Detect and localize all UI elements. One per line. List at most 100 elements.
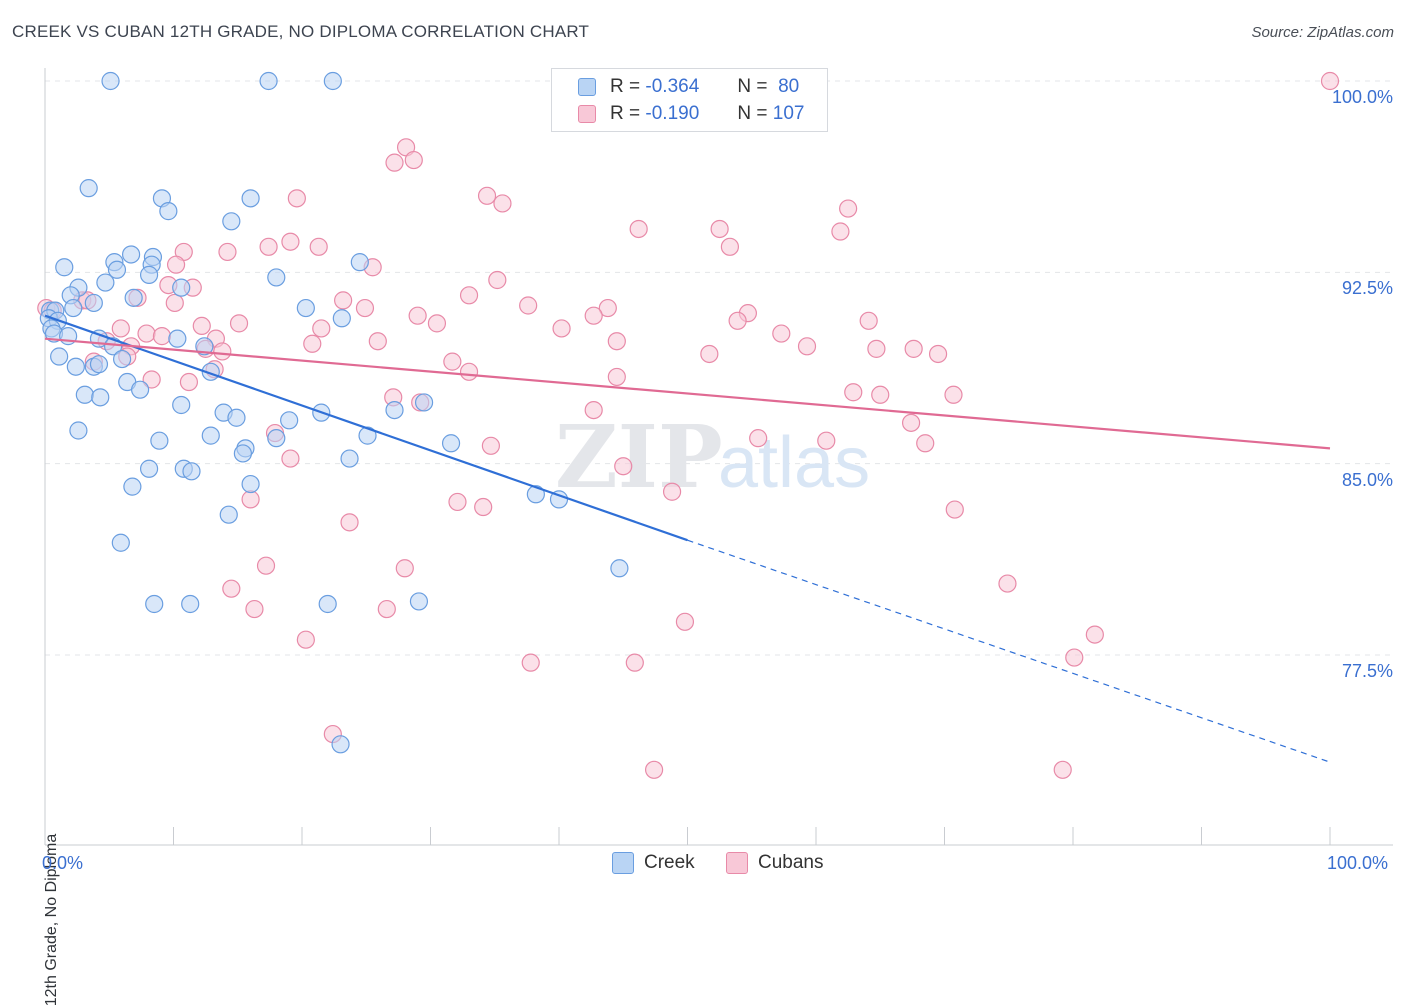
creek-point bbox=[267, 429, 286, 448]
watermark-atlas: atlas bbox=[718, 423, 870, 503]
creek-point bbox=[111, 533, 130, 552]
creek-point bbox=[168, 329, 187, 348]
cubans-point bbox=[256, 556, 276, 575]
cubans-point bbox=[309, 237, 328, 256]
cubans-point bbox=[493, 194, 512, 213]
creek-point bbox=[182, 462, 201, 481]
cubans-point bbox=[303, 334, 322, 353]
axes bbox=[44, 68, 1393, 846]
y-tick-label: 100.0% bbox=[1331, 87, 1393, 107]
cubans-point bbox=[241, 490, 260, 509]
creek-point bbox=[227, 408, 246, 427]
creek-point bbox=[89, 355, 109, 374]
cubans-swatch bbox=[578, 105, 596, 123]
cubans-point bbox=[222, 579, 241, 598]
cubans-point bbox=[552, 319, 571, 338]
cubans-point bbox=[519, 296, 538, 315]
y-tick-label: 85.0% bbox=[1341, 469, 1393, 490]
cubans-point bbox=[213, 342, 232, 361]
cubans-point bbox=[817, 431, 836, 450]
cubans-point bbox=[443, 352, 462, 371]
cubans-point bbox=[474, 497, 493, 517]
legend-creek-n: 80 bbox=[778, 76, 800, 97]
cubans-point bbox=[928, 344, 948, 364]
cubans-point bbox=[871, 385, 890, 404]
cubans-point bbox=[629, 219, 648, 239]
creek-point bbox=[296, 298, 315, 318]
cubans-point bbox=[312, 319, 331, 338]
cubans-point bbox=[772, 324, 791, 343]
creek-point bbox=[172, 395, 191, 415]
cubans-point bbox=[710, 219, 729, 239]
cubans-point bbox=[831, 222, 850, 241]
cubans-point bbox=[192, 316, 211, 336]
creek-point bbox=[340, 449, 359, 468]
legend-creek-r: -0.364 bbox=[645, 76, 700, 97]
legend-cubans-r: -0.190 bbox=[645, 103, 700, 124]
cubans-point bbox=[598, 298, 617, 318]
creek-point bbox=[332, 309, 351, 328]
chart-title: CREEK VS CUBAN 12TH GRADE, NO DIPLOMA CO… bbox=[12, 22, 590, 41]
legend-r-label: R = bbox=[610, 103, 641, 124]
creek-point bbox=[50, 347, 69, 366]
creek-point bbox=[69, 421, 88, 440]
creek-point bbox=[267, 268, 286, 287]
cubans-point bbox=[404, 150, 423, 170]
creek-points bbox=[39, 71, 629, 754]
cubans-point bbox=[287, 189, 306, 208]
cubans-point bbox=[245, 599, 264, 619]
creek-point bbox=[323, 71, 342, 91]
legend-n-label: N = bbox=[737, 76, 768, 97]
cubans-point bbox=[901, 413, 921, 432]
x-tick-label-max: 100.0% bbox=[1327, 853, 1389, 873]
creek-point bbox=[66, 357, 85, 376]
creek-point bbox=[159, 202, 178, 221]
creek-point bbox=[280, 411, 299, 430]
legend-item-creek[interactable]: Creek bbox=[612, 852, 695, 874]
creek-point bbox=[139, 265, 159, 284]
creek-point bbox=[241, 474, 260, 494]
creek-point bbox=[84, 293, 103, 313]
x-tick-label-min: 0.0% bbox=[42, 853, 84, 873]
watermark: ZIP atlas bbox=[555, 407, 870, 508]
creek-point bbox=[259, 71, 278, 91]
creek-point bbox=[350, 253, 369, 272]
creek-point bbox=[64, 298, 83, 318]
cubans-point bbox=[368, 332, 387, 351]
cubans-point bbox=[797, 337, 817, 356]
cubans-point bbox=[340, 513, 359, 532]
source-label: Source: ZipAtlas.com bbox=[1251, 24, 1394, 41]
creek-point bbox=[150, 431, 169, 450]
cubans-point bbox=[281, 449, 300, 468]
creek-point bbox=[121, 245, 141, 264]
legend-creek-label: Creek bbox=[644, 852, 695, 873]
creek-point bbox=[123, 477, 142, 496]
creek-point bbox=[55, 258, 74, 277]
y-tick-label: 92.5% bbox=[1341, 278, 1393, 299]
legend-row-creek: R = -0.364 N = 80 bbox=[552, 74, 799, 100]
creek-point bbox=[222, 212, 241, 231]
cubans-point bbox=[152, 327, 172, 346]
legend-item-cubans[interactable]: Cubans bbox=[726, 852, 824, 874]
creek-point bbox=[385, 400, 404, 420]
cubans-point bbox=[1320, 71, 1340, 91]
cubans-point bbox=[944, 385, 963, 404]
cubans-point bbox=[728, 311, 747, 330]
cubans-point bbox=[137, 324, 156, 343]
cubans-point bbox=[521, 653, 540, 672]
cubans-point bbox=[334, 291, 353, 310]
cubans-trend-line bbox=[44, 337, 1331, 450]
creek-point bbox=[112, 349, 132, 369]
creek-point bbox=[96, 273, 115, 292]
creek-point bbox=[130, 380, 150, 399]
creek-point bbox=[441, 434, 461, 453]
legend-row-cubans: R = -0.190 N = 107 bbox=[552, 101, 804, 127]
creek-point bbox=[172, 278, 191, 297]
gridlines bbox=[45, 80, 1395, 656]
cubans-point bbox=[1053, 760, 1072, 779]
cubans-point bbox=[675, 612, 695, 631]
creek-point bbox=[219, 505, 238, 524]
creek-point bbox=[79, 179, 98, 198]
cubans-point bbox=[481, 436, 500, 455]
cubans-point bbox=[584, 400, 603, 420]
